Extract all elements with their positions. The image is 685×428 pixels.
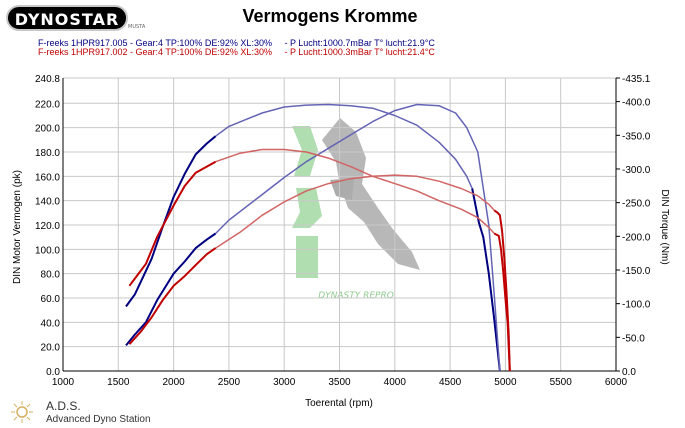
series-line-torque_curve-4	[215, 103, 501, 372]
y-axis-label-right: DIN Torque (Nm)	[659, 189, 670, 264]
x-axis-label: Toerental (rpm)	[305, 398, 373, 409]
x-tick-label: 6000	[605, 377, 628, 388]
y-right-tick-label: -350.0	[622, 131, 651, 142]
run-info-1: F-reeks 1HPR917.005 - Gear:4 TP:100% DE:…	[38, 38, 435, 48]
dynostar-logo: DYNOSTAR	[6, 5, 128, 31]
ads-sun-icon	[11, 401, 33, 423]
y-right-tick-label: -50.0	[622, 333, 645, 344]
y-right-tick-label: -250.0	[622, 199, 651, 210]
series-line-torque_curve-8	[128, 247, 217, 345]
y-left-tick-label: 40.0	[41, 318, 61, 329]
y-left-tick-label: 240.8	[35, 74, 60, 85]
y-left-tick-label: 160.0	[35, 172, 60, 183]
x-tick-label: 4500	[439, 377, 462, 388]
y-left-tick-label: 140.0	[35, 197, 60, 208]
series-line-power-2	[471, 188, 501, 372]
series-line-torque_curve-9	[215, 174, 495, 249]
logo-mark: MUSTA	[128, 24, 146, 30]
x-tick-label: 5000	[494, 377, 517, 388]
x-tick-label: 4000	[384, 377, 407, 388]
run-info-2: F-reeks 1HPR917.002 - Gear:4 TP:100% DE:…	[38, 47, 435, 57]
y-left-tick-label: 20.0	[41, 343, 61, 354]
series-line-power-5	[128, 160, 217, 287]
chart-series	[125, 103, 511, 372]
x-tick-label: 1000	[52, 377, 75, 388]
chart-grid	[62, 77, 617, 372]
y-left-tick-label: 220.0	[35, 99, 60, 110]
x-tick-label: 2500	[218, 377, 241, 388]
y-left-tick-label: 100.0	[35, 245, 60, 256]
y-right-tick-label: -200.0	[622, 232, 651, 243]
y-left-tick-label: 200.0	[35, 124, 60, 135]
chart-title: Vermogens Kromme	[242, 6, 418, 26]
x-tick-label: 1500	[107, 377, 130, 388]
series-line-torque_curve-10	[493, 209, 511, 372]
y-right-tick-label: -150.0	[622, 266, 651, 277]
dynasty-repro-watermark: DYNASTY REPRO	[292, 118, 420, 301]
footer-subtitle: Advanced Dyno Station	[46, 414, 151, 425]
y-right-tick-label: -435.1	[622, 74, 651, 85]
chart-axes: 1000 1500 2000 2500 3000 3500 4000 4500 5000 5500…	[35, 74, 651, 388]
y-axis-label-left: DIN Motor Vermogen (pk)	[12, 170, 23, 284]
y-right-tick-label: -400.0	[622, 98, 651, 109]
y-right-tick-label: -100.0	[622, 300, 651, 311]
footer-title: A.D.S.	[46, 399, 81, 413]
y-left-tick-label: 60.0	[41, 294, 61, 305]
series-line-torque_curve-3	[125, 232, 217, 347]
y-right-tick-label: 0.0	[622, 367, 636, 378]
x-tick-label: 2000	[162, 377, 185, 388]
y-left-tick-label: 0.0	[46, 367, 60, 378]
logo-text: DYNOSTAR	[14, 10, 120, 29]
watermark-text: DYNASTY REPRO	[318, 291, 394, 301]
y-left-tick-label: 80.0	[41, 270, 61, 281]
series-line-power-0	[125, 135, 217, 308]
x-tick-label: 5500	[550, 377, 573, 388]
x-tick-label: 3500	[328, 377, 351, 388]
y-left-tick-label: 180.0	[35, 148, 60, 159]
x-tick-label: 3000	[273, 377, 296, 388]
y-left-tick-label: 120.0	[35, 221, 60, 232]
y-right-tick-label: -300.0	[622, 165, 651, 176]
